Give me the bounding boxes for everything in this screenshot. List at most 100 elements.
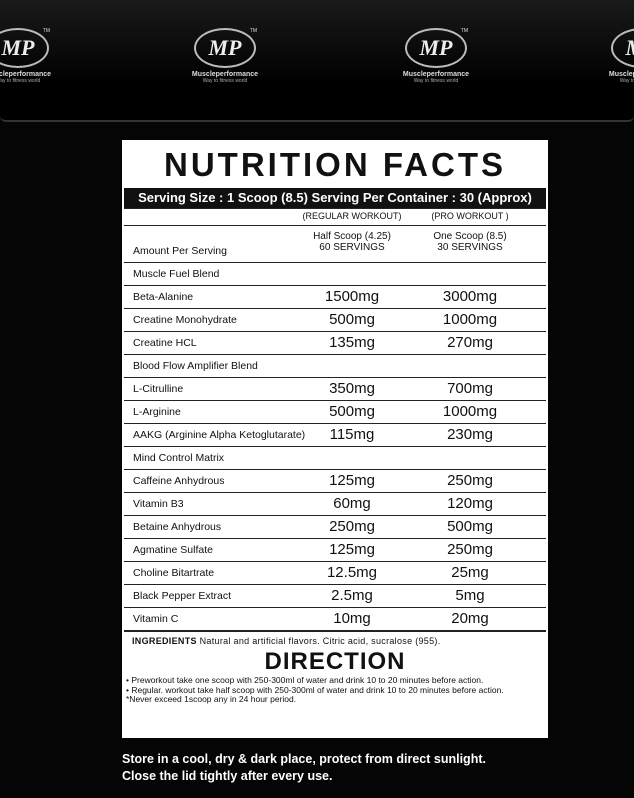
pro-amount: 270mg: [447, 334, 493, 351]
ingredients-text: Natural and artificial flavors. Citric a…: [199, 636, 441, 646]
ingredients-label: INGREDIENTS: [132, 636, 197, 646]
direction-item: • Preworkout take one scoop with 250-300…: [126, 675, 484, 685]
nutrient-name: Vitamin B3: [133, 498, 184, 510]
regular-amount: 125mg: [329, 472, 375, 489]
row-line: [124, 492, 546, 493]
title: NUTRITION FACTS: [164, 146, 506, 183]
pro-amount: 700mg: [447, 380, 493, 397]
logo-mark: MP: [0, 28, 49, 68]
nutrient-name: L-Citrulline: [133, 383, 184, 395]
regular-amount: 10mg: [333, 610, 371, 627]
row-line: [124, 354, 546, 355]
regular-amount: 250mg: [329, 518, 375, 535]
direction-title: DIRECTION: [264, 648, 406, 675]
column-header: (PRO WORKOUT ): [431, 211, 509, 221]
row-line: [124, 262, 546, 263]
footer-line: Close the lid tightly after every use.: [122, 769, 333, 783]
logo-brand: Muscleperformance: [0, 71, 52, 78]
pro-amount: 5mg: [455, 587, 485, 604]
logo-mark: MP: [611, 28, 634, 68]
nutrient-name: L-Arginine: [133, 406, 181, 418]
row-line: [124, 538, 546, 539]
pro-amount: 1000mg: [442, 403, 498, 420]
pro-amount: 120mg: [447, 495, 493, 512]
amount-regular: Half Scoop (4.25): [313, 231, 391, 242]
logo-mark: MP: [194, 28, 256, 68]
row-line: [124, 561, 546, 562]
nutrient-name: Choline Bitartrate: [133, 567, 215, 579]
row-line: [124, 285, 546, 286]
logo-tagline: Way to fitness world: [619, 78, 634, 84]
row-line: [124, 400, 546, 401]
regular-amount: 115mg: [329, 426, 375, 443]
row-line: [124, 630, 546, 632]
logo-mark: MP: [405, 28, 467, 68]
regular-amount: 135mg: [329, 334, 375, 351]
amount-label: Amount Per Serving: [133, 245, 227, 257]
logo-tagline: Way to fitness world: [0, 78, 41, 84]
nutrient-name: Betaine Anhydrous: [133, 521, 222, 533]
pro-amount: 250mg: [447, 472, 493, 489]
regular-amount: 60mg: [333, 495, 371, 512]
row-line: [124, 331, 546, 332]
logo-tagline: Way to fitness world: [202, 78, 248, 84]
logo-tagline: Way to fitness world: [413, 78, 459, 84]
amount-pro: One Scoop (8.5): [433, 231, 507, 242]
serving-size: Serving Size : 1 Scoop (8.5) Serving Per…: [124, 188, 546, 208]
row-line: [124, 446, 546, 447]
pro-amount: 3000mg: [442, 288, 498, 305]
nutrient-name: Agmatine Sulfate: [133, 544, 213, 556]
logo-brand: Muscleperformance: [608, 71, 634, 78]
regular-amount: 500mg: [329, 311, 375, 328]
row-line: [124, 423, 546, 424]
directions: • Preworkout take one scoop with 250-300…: [126, 675, 526, 705]
nutrient-name: Creatine Monohydrate: [133, 314, 237, 326]
pro-amount: 230mg: [447, 426, 493, 443]
regular-amount: 350mg: [329, 380, 375, 397]
section-name: Mind Control Matrix: [133, 452, 225, 464]
nutrient-name: Creatine HCL: [133, 337, 197, 349]
logo-tm: TM: [249, 28, 257, 34]
row-line: [124, 607, 546, 608]
regular-amount: 2.5mg: [331, 587, 373, 604]
regular-amount: 1500mg: [324, 288, 380, 305]
row-line: [124, 208, 546, 209]
section-name: Muscle Fuel Blend: [133, 268, 220, 280]
nutrition-panel: NUTRITION FACTS Serving Size : 1 Scoop (…: [122, 140, 548, 738]
regular-amount: 125mg: [329, 541, 375, 558]
nutrient-name: Black Pepper Extract: [133, 590, 232, 602]
logo-tm: TM: [460, 28, 468, 34]
row-line: [124, 584, 546, 585]
pro-amount: 500mg: [447, 518, 493, 535]
direction-item: • Regular. workout take half scoop with …: [126, 684, 504, 695]
amount-pro: 30 SERVINGS: [437, 242, 503, 253]
nutrient-name: Beta-Alanine: [133, 291, 194, 303]
row-line: [124, 377, 546, 378]
regular-amount: 500mg: [329, 403, 375, 420]
pro-amount: 25mg: [451, 564, 489, 581]
pro-amount: 20mg: [451, 610, 489, 627]
row-line: [124, 515, 546, 516]
pro-amount: 250mg: [447, 541, 493, 558]
column-header: (REGULAR WORKOUT): [302, 211, 402, 221]
section-name: Blood Flow Amplifier Blend: [133, 360, 258, 372]
row-line: [124, 308, 546, 309]
nutrient-name: AAKG (Arginine Alpha Ketoglutarate): [133, 429, 306, 441]
regular-amount: 12.5mg: [326, 564, 378, 581]
nutrient-name: Vitamin C: [133, 613, 179, 625]
footer-line: Store in a cool, dry & dark place, prote…: [122, 752, 486, 766]
row-line: [124, 225, 546, 226]
logo-brand: Muscleperformance: [402, 71, 470, 78]
lid: [0, 0, 634, 122]
logo-tm: TM: [42, 28, 50, 34]
amount-regular: 60 SERVINGS: [319, 242, 385, 253]
ingredients: INGREDIENTS Natural and artificial flavo…: [132, 636, 441, 646]
nutrient-name: Caffeine Anhydrous: [133, 475, 225, 487]
direction-item: *Never exceed 1scoop any in 24 hour peri…: [126, 694, 297, 704]
logo-brand: Muscleperformance: [191, 71, 259, 78]
row-line: [124, 469, 546, 470]
